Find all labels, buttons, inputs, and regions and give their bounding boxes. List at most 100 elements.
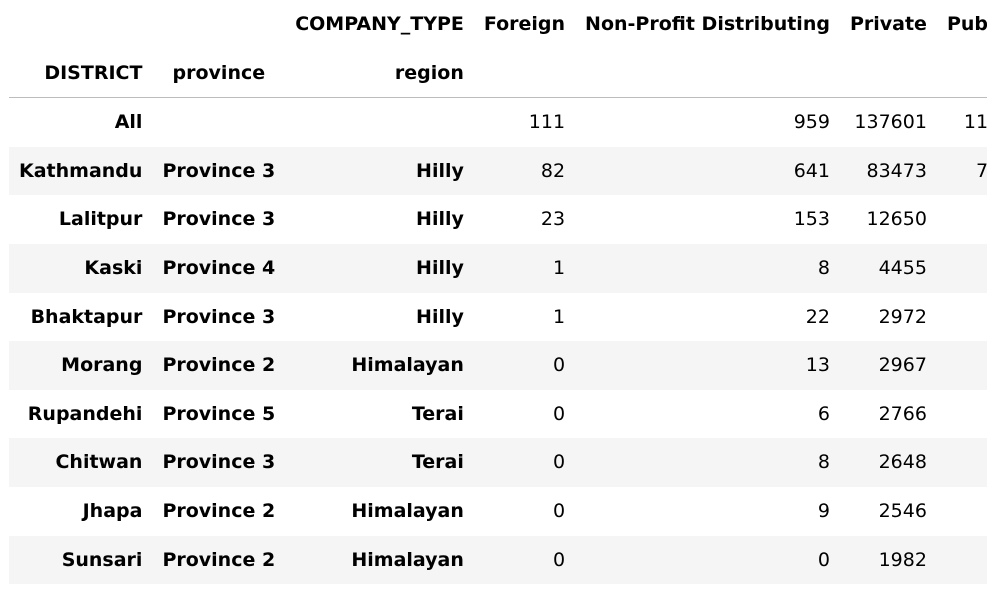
header-blank-cell (575, 48, 840, 99)
header-blank-cell (9, 0, 152, 49)
row-district: Jhapa (82, 499, 143, 522)
row-region: Himalayan (351, 354, 464, 377)
row-region: Hilly (416, 208, 464, 231)
row-region: Hilly (416, 305, 464, 328)
pivot-table: COMPANY_TYPE Foreign Non-Profit Distribu… (9, 0, 987, 585)
table-header: COMPANY_TYPE Foreign Non-Profit Distribu… (9, 0, 987, 99)
cell-public: 34 (937, 390, 987, 439)
row-region (285, 98, 474, 147)
row-province: Province 3 (162, 451, 276, 474)
cell-private: 12650 (866, 208, 927, 231)
cell-non-profit: 13 (805, 354, 830, 377)
cell-private: 1982 (878, 548, 927, 571)
row-district: All (114, 111, 143, 134)
cell-non-profit: 959 (793, 111, 830, 134)
row-region: Himalayan (351, 499, 464, 522)
row-province: Province 4 (162, 256, 276, 279)
row-district: Chitwan (55, 451, 143, 474)
cell-private: 83473 (866, 159, 927, 182)
table-row: Lalitpur Province 3 Hilly 23 153 12650 6… (9, 195, 987, 244)
cell-private: 2766 (878, 402, 927, 425)
row-region: Himalayan (351, 548, 464, 571)
cell-public: 11 (937, 487, 987, 536)
table-row: Bhaktapur Province 3 Hilly 1 22 2972 15 (9, 293, 987, 342)
cell-private: 4455 (878, 256, 927, 279)
header-blank-cell (152, 0, 285, 49)
table-row: Morang Province 2 Himalayan 0 13 2967 28 (9, 341, 987, 390)
cell-foreign: 0 (552, 451, 566, 474)
cell-non-profit: 641 (793, 159, 830, 182)
cell-public: 28 (937, 341, 987, 390)
cell-public: 38 (937, 244, 987, 293)
table-row: Rupandehi Province 5 Terai 0 6 2766 34 (9, 390, 987, 439)
cell-private: 137601 (854, 111, 927, 134)
cell-non-profit: 8 (817, 451, 830, 474)
cell-foreign: 0 (552, 499, 566, 522)
table-row: Kathmandu Province 3 Hilly 82 641 83473 … (9, 146, 987, 196)
row-province: Province 2 (162, 548, 276, 571)
cell-foreign: 1 (552, 305, 566, 328)
cell-private: 2967 (878, 354, 927, 377)
row-province: Province 3 (162, 305, 276, 328)
table-row: All 111 959 137601 1190 (9, 98, 987, 147)
cell-non-profit: 6 (817, 402, 830, 425)
cell-public: 23 (937, 536, 987, 585)
row-province: Province 2 (162, 499, 276, 522)
column-header-public: Public (946, 13, 987, 35)
cell-foreign: 0 (552, 354, 566, 377)
row-district: Kathmandu (19, 159, 143, 182)
row-district: Rupandehi (27, 402, 143, 425)
header-blank-cell (473, 48, 576, 99)
cell-foreign: 0 (552, 402, 566, 425)
column-header-non-profit-distributing: Non-Profit Distributing (585, 13, 830, 35)
cell-public: 1190 (963, 111, 987, 134)
row-province (152, 98, 285, 147)
row-district: Sunsari (61, 548, 143, 571)
cell-foreign: 0 (552, 548, 566, 571)
cell-foreign: 82 (540, 159, 566, 182)
cell-public: 22 (937, 438, 987, 487)
cell-public: 65 (937, 195, 987, 244)
row-region: Terai (411, 402, 464, 425)
cell-foreign: 23 (540, 208, 566, 231)
row-region: Hilly (416, 256, 464, 279)
header-row-index-names: DISTRICT province region (9, 48, 987, 99)
table-row: Kaski Province 4 Hilly 1 8 4455 38 (9, 243, 987, 293)
row-province: Province 3 (162, 159, 276, 182)
cell-non-profit: 22 (805, 305, 830, 328)
cell-private: 2972 (878, 305, 927, 328)
table-body: All 111 959 137601 1190 Kathmandu Provin… (9, 98, 987, 585)
cell-public: 798 (976, 159, 987, 182)
cell-non-profit: 9 (817, 499, 830, 522)
header-blank-cell (839, 48, 937, 99)
cell-foreign: 1 (552, 256, 566, 279)
row-district: Lalitpur (58, 208, 143, 231)
columns-name-label: COMPANY_TYPE (295, 13, 464, 35)
column-header-foreign: Foreign (483, 13, 566, 35)
row-region: Hilly (416, 159, 464, 182)
table-row: Chitwan Province 3 Terai 0 8 2648 22 (9, 438, 987, 487)
cell-non-profit: 153 (793, 208, 830, 231)
row-province: Province 5 (162, 402, 276, 425)
header-row-columns: COMPANY_TYPE Foreign Non-Profit Distribu… (9, 0, 987, 49)
index-name-province: province (152, 48, 286, 99)
row-province: Province 3 (162, 208, 276, 231)
cell-non-profit: 8 (817, 256, 830, 279)
index-name-region: region (285, 48, 474, 99)
row-district: Morang (61, 354, 143, 377)
row-district: Kaski (84, 256, 143, 279)
row-province: Province 2 (162, 354, 276, 377)
cell-public: 15 (937, 293, 987, 342)
table-row: Jhapa Province 2 Himalayan 0 9 2546 11 (9, 487, 987, 536)
cell-private: 2546 (878, 499, 927, 522)
table-row: Sunsari Province 2 Himalayan 0 0 1982 23 (9, 535, 987, 585)
cell-foreign: 111 (528, 111, 566, 134)
row-district: Bhaktapur (30, 305, 143, 328)
cell-non-profit: 0 (817, 548, 830, 571)
header-blank-cell (936, 48, 987, 99)
cell-private: 2648 (878, 451, 927, 474)
row-region: Terai (411, 451, 464, 474)
column-header-private: Private (849, 13, 927, 35)
index-name-district: DISTRICT (9, 48, 153, 99)
